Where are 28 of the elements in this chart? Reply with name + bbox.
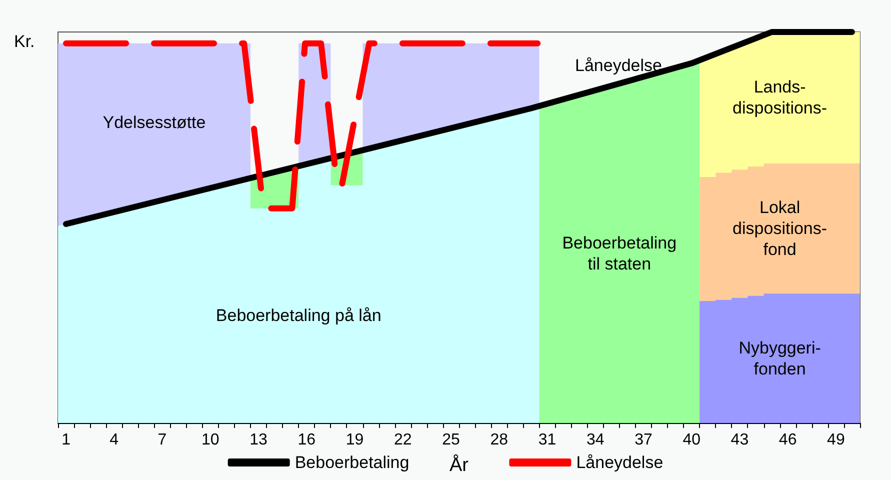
x-tick-label: 28 [490,432,508,448]
series-label: Nybyggeri- fonden [738,338,821,378]
series-label: Lands- dispositions- [732,78,828,118]
x-tick-label: 4 [110,432,119,448]
annotation: Låneydelse [575,56,662,75]
x-tick-label: 40 [682,432,701,448]
series-label: Beboerbetaling til staten [562,233,677,274]
x-tick-label: 10 [201,432,220,448]
y-axis-title: Kr. [14,32,35,51]
x-tick-label: 25 [442,432,460,448]
x-tick-label: 49 [827,432,845,448]
x-tick-label: 37 [634,432,652,448]
x-tick-label: 31 [538,432,556,448]
x-tick-label: 1 [62,432,71,448]
series-label: Ydelsesstøtte [102,113,206,132]
x-tick-label: 13 [250,432,268,448]
x-tick-label: 34 [586,432,604,448]
series-label: Beboerbetaling på lån [216,306,382,326]
series-label: Lokal dispositions- fond [732,198,828,259]
x-tick-label: 16 [298,432,316,448]
x-tick-label: 43 [730,432,749,448]
x-tick-label: 19 [346,432,364,448]
legend-label: Låneydelse [576,453,664,472]
x-tick-label: 22 [394,432,412,448]
x-tick-label: 46 [778,432,797,448]
legend-label: Beboerbetaling [294,453,410,472]
x-axis-title: År [450,454,470,476]
x-tick-label: 7 [158,432,167,448]
